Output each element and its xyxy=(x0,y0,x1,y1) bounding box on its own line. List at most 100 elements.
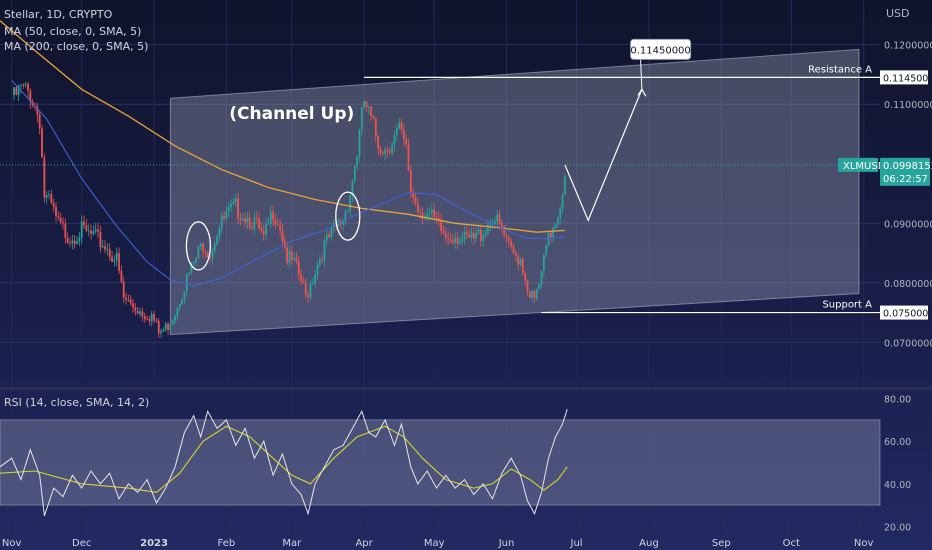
candle[interactable] xyxy=(272,205,275,227)
level-badge[interactable] xyxy=(880,70,928,85)
candle[interactable] xyxy=(211,247,214,265)
candle[interactable] xyxy=(405,133,408,149)
candle[interactable] xyxy=(538,283,541,290)
candle[interactable] xyxy=(465,225,468,240)
candle[interactable] xyxy=(253,211,256,235)
candle[interactable] xyxy=(104,240,106,254)
candle[interactable] xyxy=(374,116,377,143)
candle[interactable] xyxy=(458,235,461,245)
candle[interactable] xyxy=(286,241,289,266)
candle[interactable] xyxy=(157,318,160,338)
candle[interactable] xyxy=(267,217,270,226)
candle[interactable] xyxy=(218,224,221,242)
candle[interactable] xyxy=(171,319,174,325)
candle[interactable] xyxy=(244,212,246,228)
candle[interactable] xyxy=(505,232,508,244)
candle[interactable] xyxy=(353,164,356,184)
candle[interactable] xyxy=(251,221,253,231)
candle[interactable] xyxy=(150,310,153,327)
candle[interactable] xyxy=(426,207,429,222)
candle[interactable] xyxy=(206,250,209,258)
highlight-circles[interactable] xyxy=(185,191,361,271)
candle[interactable] xyxy=(372,114,375,120)
candle[interactable] xyxy=(169,322,172,334)
candle[interactable] xyxy=(547,231,550,248)
candle[interactable] xyxy=(83,215,85,229)
candle[interactable] xyxy=(155,317,158,323)
candle[interactable] xyxy=(127,294,130,302)
candle[interactable] xyxy=(463,225,466,245)
candle[interactable] xyxy=(435,211,438,224)
candle[interactable] xyxy=(176,307,179,322)
candle[interactable] xyxy=(101,240,104,249)
candle[interactable] xyxy=(260,222,263,235)
rsi-pane[interactable] xyxy=(0,409,881,516)
candle[interactable] xyxy=(153,311,155,324)
candle[interactable] xyxy=(398,118,401,130)
projection-path[interactable] xyxy=(564,89,643,222)
candle[interactable] xyxy=(237,192,239,225)
candle[interactable] xyxy=(120,265,123,284)
candle[interactable] xyxy=(358,128,361,163)
candle[interactable] xyxy=(223,211,225,222)
candle[interactable] xyxy=(241,212,244,222)
candle[interactable] xyxy=(113,254,116,267)
candle[interactable] xyxy=(94,223,97,235)
support-resistance-levels[interactable]: Resistance A 0.11450000 Support A 0.0750000… xyxy=(364,64,932,320)
candle[interactable] xyxy=(293,252,296,262)
candle[interactable] xyxy=(493,216,496,225)
candle[interactable] xyxy=(386,146,389,158)
candle[interactable] xyxy=(484,228,487,238)
candle[interactable] xyxy=(174,314,176,325)
candle[interactable] xyxy=(449,232,452,244)
candle[interactable] xyxy=(204,249,207,258)
candle[interactable] xyxy=(351,179,354,202)
candle[interactable] xyxy=(167,321,169,336)
candle[interactable] xyxy=(230,199,232,213)
candle[interactable] xyxy=(402,124,405,147)
candle[interactable] xyxy=(363,101,366,109)
candle[interactable] xyxy=(321,255,324,264)
candle[interactable] xyxy=(384,146,387,161)
last-price-badge[interactable]: XLMUSD 0.09981523 06:22:57 xyxy=(0,157,932,186)
candle[interactable] xyxy=(486,219,489,237)
candle[interactable] xyxy=(43,153,46,203)
candle[interactable] xyxy=(232,197,235,206)
candle[interactable] xyxy=(143,312,146,323)
candle[interactable] xyxy=(258,212,260,231)
candle[interactable] xyxy=(195,257,197,268)
candle[interactable] xyxy=(118,247,120,274)
candle[interactable] xyxy=(519,256,522,267)
candle[interactable] xyxy=(388,147,391,156)
candle[interactable] xyxy=(421,206,424,225)
price-badge[interactable] xyxy=(880,157,930,186)
candle[interactable] xyxy=(307,290,310,303)
candle[interactable] xyxy=(139,307,141,318)
candle[interactable] xyxy=(433,203,436,218)
time-axis[interactable]: Nov Dec 2023 Feb Mar Apr May Jun Jul Aug Sep Oct Nov xyxy=(2,538,874,549)
candle[interactable] xyxy=(24,81,27,88)
highlight-circle[interactable] xyxy=(185,221,212,271)
candle[interactable] xyxy=(288,245,291,269)
candle[interactable] xyxy=(400,117,403,135)
candle[interactable] xyxy=(524,271,527,287)
candle[interactable] xyxy=(461,232,464,246)
candle[interactable] xyxy=(239,212,242,226)
candle[interactable] xyxy=(498,209,501,230)
candle[interactable] xyxy=(395,124,398,141)
candle[interactable] xyxy=(391,141,394,157)
candle[interactable] xyxy=(276,218,279,226)
candle[interactable] xyxy=(468,228,471,238)
candle[interactable] xyxy=(295,252,298,265)
pane-divider[interactable] xyxy=(0,387,932,390)
price-pane[interactable]: Resistance A 0.11450000 Support A 0.0750000… xyxy=(0,0,932,535)
candle[interactable] xyxy=(526,279,529,296)
candle[interactable] xyxy=(178,303,181,312)
candle[interactable] xyxy=(185,273,188,297)
candle[interactable] xyxy=(328,230,331,239)
candle[interactable] xyxy=(414,191,417,207)
candle[interactable] xyxy=(136,306,139,315)
level-badge[interactable] xyxy=(880,305,928,320)
candle[interactable] xyxy=(496,209,499,226)
candle[interactable] xyxy=(71,235,74,250)
